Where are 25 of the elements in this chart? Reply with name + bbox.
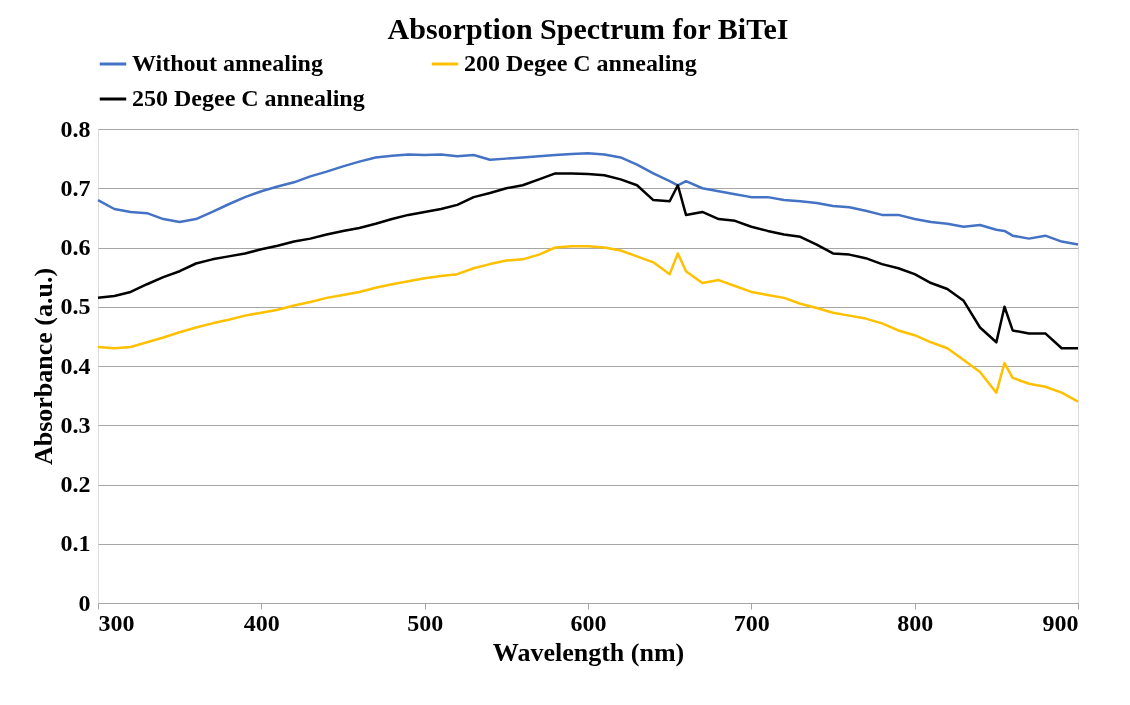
legend-label: Without annealing [132, 50, 323, 76]
x-tick-label: 800 [897, 609, 934, 636]
y-tick-label: 0.7 [60, 174, 91, 201]
x-tick-label: 300 [98, 609, 135, 636]
chart-title: Absorption Spectrum for BiTeI [387, 12, 789, 45]
y-tick-label: 0.3 [60, 411, 91, 438]
legend-label: 200 Degee C annealing [464, 50, 697, 76]
y-tick-label: 0.8 [60, 115, 91, 142]
line-series [96, 152, 1080, 246]
y-tick-label: 0 [78, 589, 91, 616]
y-axis-title: Absorbance (a.u.) [28, 267, 58, 466]
x-axis-title: Wavelength (nm) [492, 637, 685, 667]
x-tick-label: 600 [570, 609, 607, 636]
legend-label: 250 Degee C annealing [132, 85, 365, 111]
x-tick-label: 500 [407, 609, 444, 636]
x-tick-label: 400 [243, 609, 280, 636]
x-tick-label: 700 [733, 609, 770, 636]
line-series [96, 245, 1080, 403]
line-series [96, 172, 1080, 350]
y-tick-label: 0.2 [60, 471, 91, 497]
y-tick-label: 0.5 [60, 293, 91, 320]
y-tick-label: 0.1 [60, 530, 91, 557]
y-tick-label: 0.4 [60, 352, 91, 379]
y-tick-label: 0.6 [60, 234, 91, 260]
x-tick-label: 900 [1042, 609, 1079, 636]
